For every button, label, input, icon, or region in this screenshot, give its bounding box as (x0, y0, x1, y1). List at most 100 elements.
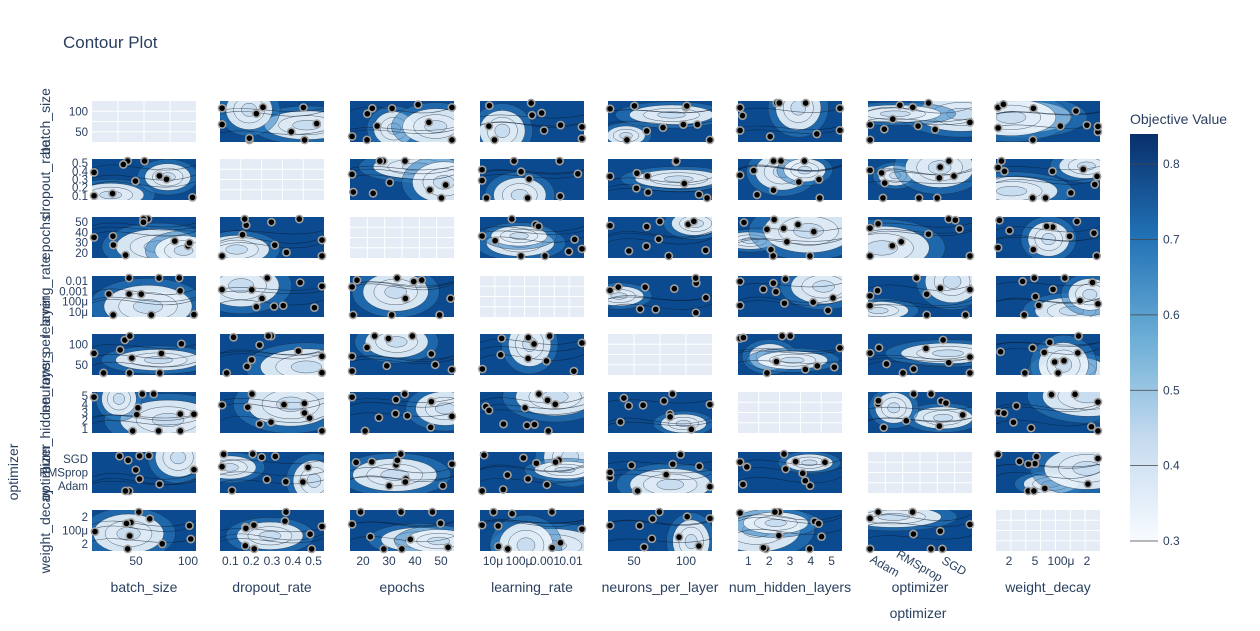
trial-point (499, 419, 508, 429)
panel-weight_decay-vs-weight_decay (996, 510, 1100, 551)
trial-point (136, 289, 146, 299)
trial-point (674, 532, 684, 542)
trial-point (310, 303, 319, 313)
contour-line (868, 522, 972, 528)
y-tick-label: 0.4 (72, 166, 89, 178)
trial-point (635, 521, 645, 531)
panel-batch_size-vs-dropout_rate (217, 101, 324, 145)
contour-line (738, 164, 842, 171)
panel-epochs-vs-num_hidden_layers (738, 215, 842, 261)
trial-point (1078, 164, 1088, 174)
contour-line (151, 413, 185, 427)
trial-point (605, 171, 615, 181)
trial-point (243, 402, 253, 412)
contour-line (996, 281, 1100, 286)
trial-point (516, 251, 526, 261)
panel-dropout_rate-vs-weight_decay (993, 156, 1102, 203)
contour-line (516, 537, 536, 551)
contour-line (996, 237, 1100, 241)
trial-point (281, 477, 291, 487)
contour-line (887, 402, 901, 414)
trial-point (89, 348, 99, 358)
trial-point (300, 398, 309, 408)
panel-neurons_per_layer-vs-learning_rate (477, 331, 587, 376)
trial-point (654, 234, 664, 244)
y-axis-label: weight_decay (37, 488, 53, 575)
trial-point (118, 160, 128, 169)
trial-point (347, 169, 357, 179)
contour-line (1082, 288, 1098, 300)
trial-point (573, 169, 583, 179)
trial-point (1070, 389, 1080, 399)
trial-point (1089, 228, 1099, 238)
trial-point (668, 389, 677, 399)
trial-point (1048, 166, 1057, 176)
trial-point (765, 132, 775, 141)
trial-point (400, 389, 410, 399)
contour-line (608, 469, 712, 474)
trial-point (503, 470, 512, 480)
trial-point (762, 368, 772, 378)
contour-line (738, 514, 842, 521)
trial-point (217, 285, 227, 295)
trial-point (823, 306, 833, 315)
trial-point (217, 251, 227, 261)
panel-epochs-vs-neurons_per_layer (605, 216, 712, 261)
contour-line (350, 355, 454, 362)
trial-point (678, 120, 688, 129)
trial-point (668, 459, 678, 469)
trial-point (651, 305, 661, 314)
x-axis-label: optimizer (892, 579, 949, 595)
trial-point (632, 168, 642, 178)
trial-point (155, 368, 165, 378)
trial-point (140, 156, 149, 166)
trial-point (484, 101, 494, 111)
panel-neurons_per_layer-vs-optimizer (865, 334, 975, 378)
trial-point (605, 104, 615, 114)
trial-point (800, 364, 810, 374)
trial-point (507, 509, 517, 519)
trial-point (241, 523, 251, 533)
trial-point (633, 486, 643, 496)
x-axis-label: neurons_per_layer (602, 579, 719, 595)
y-tick-label: 2 (82, 416, 88, 428)
trial-point (1028, 343, 1038, 353)
trial-point (135, 474, 144, 484)
trial-point (679, 179, 689, 188)
y-axis-label: batch_size (37, 88, 53, 155)
trial-point (174, 273, 184, 283)
contour-line (608, 538, 712, 543)
contour-line (996, 463, 1100, 468)
trial-point (882, 359, 891, 369)
trial-point (124, 273, 134, 283)
trial-point (865, 251, 875, 261)
trial-point (1093, 426, 1103, 436)
colorbar-tick-label: 0.5 (1163, 383, 1180, 397)
chart-title: Contour Plot (63, 33, 158, 52)
trial-point (317, 368, 327, 378)
trial-point (676, 450, 685, 460)
trial-point (999, 408, 1009, 418)
y-tick-label: 50 (75, 127, 88, 139)
panel-epochs-vs-batch_size (89, 214, 196, 260)
trial-point (759, 543, 768, 553)
contour-line (220, 397, 324, 404)
trial-point (278, 301, 288, 311)
contour-line (92, 354, 196, 360)
contour-line (996, 111, 1027, 124)
trial-point (217, 120, 227, 129)
panel-num_hidden_layers-vs-epochs (347, 389, 457, 436)
trial-point (362, 343, 372, 352)
trial-point (135, 451, 145, 461)
trial-point (519, 453, 528, 463)
trial-point (909, 529, 918, 539)
contour-line (92, 181, 196, 188)
trial-point (632, 183, 641, 193)
contour-line (220, 402, 324, 410)
contour-line (112, 392, 126, 405)
trial-point (347, 392, 357, 402)
trial-point (648, 514, 658, 524)
trial-point (425, 185, 435, 195)
trial-point (435, 310, 445, 320)
trial-point (217, 103, 227, 113)
